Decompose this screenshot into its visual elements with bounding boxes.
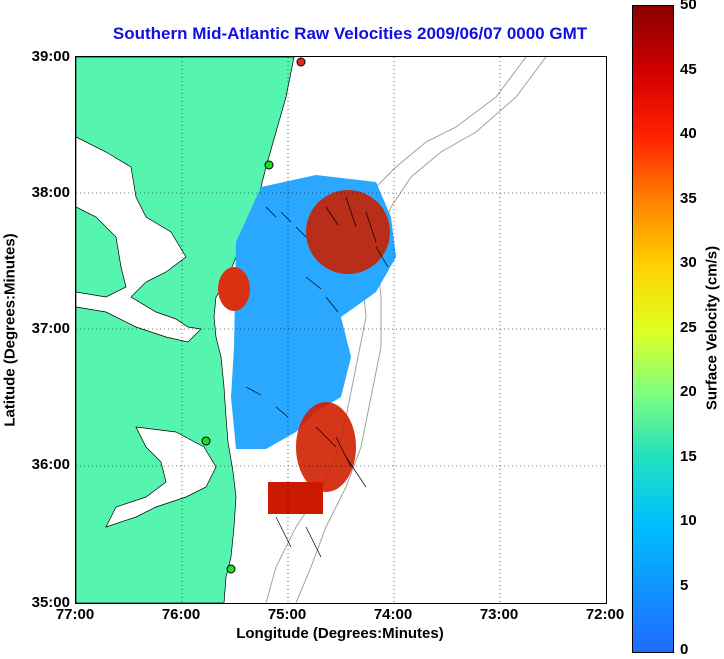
colorbar-tick: 45 (680, 61, 697, 78)
colorbar-tick: 35 (680, 190, 697, 207)
colorbar-tick: 40 (680, 125, 697, 142)
velocity-hotspot (268, 482, 323, 514)
colorbar-tick: 15 (680, 448, 697, 465)
sound-water (105, 426, 217, 528)
station-marker (296, 57, 306, 67)
x-tick-label: 72:00 (585, 606, 625, 623)
colorbar-tick: 25 (680, 319, 697, 336)
station-marker (201, 436, 211, 446)
bathymetry-contour (295, 57, 547, 603)
x-tick-label: 76:00 (161, 606, 201, 623)
colorbar-tick: 30 (680, 254, 697, 271)
y-axis-label: Latitude (Degrees:Minutes) (1, 233, 19, 427)
station-marker (264, 160, 274, 170)
velocity-vectors (245, 196, 389, 558)
y-tick-label: 36:00 (31, 456, 70, 473)
velocity-hotspot (218, 267, 250, 311)
colorbar-tick: 5 (680, 577, 689, 594)
colorbar-tick: 50 (680, 0, 697, 13)
colorbar (632, 5, 674, 653)
station-marker (226, 564, 236, 574)
y-tick-label: 38:00 (31, 184, 70, 201)
velocity-hotspot (296, 402, 356, 492)
x-axis-label: Longitude (Degrees:Minutes) (236, 625, 444, 642)
velocity-hotspot (306, 190, 390, 274)
colorbar-tick: 20 (680, 383, 697, 400)
x-tick-label: 73:00 (479, 606, 519, 623)
y-tick-label: 35:00 (31, 594, 70, 611)
map-title: Southern Mid-Atlantic Raw Velocities 200… (112, 24, 588, 43)
colorbar-label: Surface Velocity (cm/s) (703, 245, 721, 411)
x-tick-label: 75:00 (267, 606, 307, 623)
colorbar-tick: 0 (680, 641, 689, 658)
x-tick-label: 74:00 (373, 606, 413, 623)
map-grid (76, 57, 606, 603)
colorbar-tick: 10 (680, 512, 697, 529)
map-canvas (76, 57, 606, 603)
y-tick-label: 37:00 (31, 320, 70, 337)
y-tick-label: 39:00 (31, 48, 70, 65)
map-plot-area[interactable] (75, 56, 607, 604)
x-tick-label: 77:00 (55, 606, 95, 623)
